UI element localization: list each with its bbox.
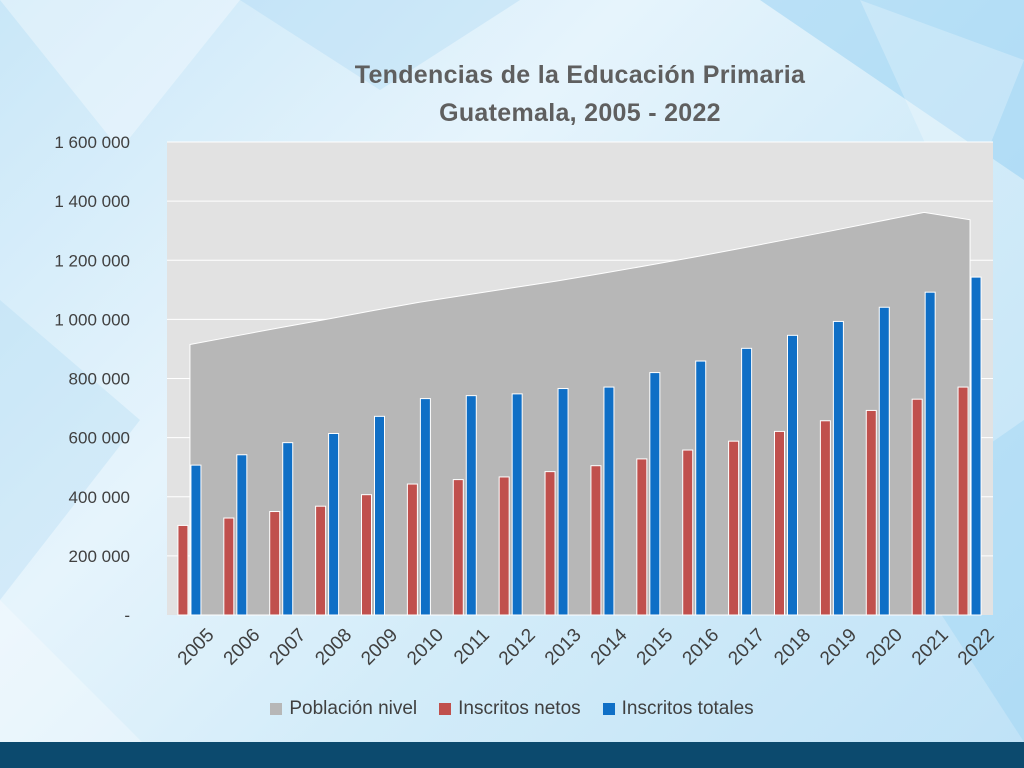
x-tick-label: 2009 xyxy=(357,625,402,670)
bar-inscritos-netos xyxy=(315,505,327,616)
y-tick-label: 200 000 xyxy=(69,547,130,566)
bar-inscritos-totales xyxy=(878,306,890,616)
x-tick-label: 2019 xyxy=(816,625,861,670)
x-tick-label: 2008 xyxy=(311,625,356,670)
bar-inscritos-netos xyxy=(223,517,235,616)
bar-inscritos-totales xyxy=(741,347,753,616)
y-tick-label: - xyxy=(124,606,130,625)
chart-title-line1: Tendencias de la Educación Primaria xyxy=(354,61,806,89)
bar-inscritos-totales xyxy=(924,291,936,616)
bar-inscritos-netos xyxy=(177,524,189,616)
chart-legend: Población nivel Inscritos netos Inscrito… xyxy=(0,698,1024,720)
y-tick-label: 1 400 000 xyxy=(54,192,130,211)
y-tick-label: 1 600 000 xyxy=(54,133,130,152)
x-tick-label: 2015 xyxy=(633,625,678,670)
y-tick-label: 600 000 xyxy=(69,429,130,448)
bar-inscritos-totales xyxy=(328,432,340,616)
footer-bar xyxy=(0,742,1024,768)
bar-inscritos-netos xyxy=(774,430,785,616)
bar-inscritos-netos xyxy=(957,386,969,616)
legend-swatch-netos xyxy=(439,703,452,715)
chart: 2005 2006 2007 2008 2009 2010 2011 2012 2013 2014… xyxy=(54,133,999,670)
bar-inscritos-totales xyxy=(236,454,248,616)
x-tick-label: 2013 xyxy=(541,625,586,670)
x-tick-label: 2006 xyxy=(220,625,265,670)
legend-label-netos: Inscritos netos xyxy=(458,698,581,719)
x-tick-label: 2018 xyxy=(770,625,815,670)
bar-inscritos-netos xyxy=(728,440,740,616)
bar-inscritos-netos xyxy=(682,449,694,616)
legend-item-poblacion: Población nivel xyxy=(270,698,417,720)
bar-inscritos-totales xyxy=(649,372,661,616)
legend-swatch-poblacion xyxy=(270,703,283,715)
y-tick-label: 400 000 xyxy=(69,488,130,507)
legend-label-poblacion: Población nivel xyxy=(289,698,418,719)
bar-inscritos-netos xyxy=(498,476,510,616)
bar-inscritos-netos xyxy=(544,471,556,616)
bar-inscritos-netos xyxy=(452,479,464,616)
bar-inscritos-netos xyxy=(819,420,831,616)
y-tick-label: 1 200 000 xyxy=(54,251,130,270)
x-tick-label: 2016 xyxy=(679,625,724,670)
bar-inscritos-netos xyxy=(406,483,418,616)
bar-inscritos-totales xyxy=(970,276,982,616)
y-tick-label: 800 000 xyxy=(69,370,130,389)
bar-inscritos-totales xyxy=(787,334,798,616)
x-tick-label: 2012 xyxy=(495,625,540,670)
bar-inscritos-netos xyxy=(269,511,281,616)
x-tick-label: 2021 xyxy=(908,625,953,670)
x-tick-label: 2010 xyxy=(403,625,448,670)
bar-inscritos-totales xyxy=(419,398,431,616)
x-tick-label: 2014 xyxy=(587,624,632,669)
legend-item-totales: Inscritos totales xyxy=(602,698,754,720)
bar-inscritos-totales xyxy=(282,442,294,616)
bar-inscritos-totales xyxy=(465,395,477,616)
chart-title: Tendencias de la Educación Primaria Guat… xyxy=(160,56,1000,132)
bar-inscritos-netos xyxy=(911,398,923,616)
bar-inscritos-netos xyxy=(590,465,602,616)
bar-inscritos-netos xyxy=(636,458,648,616)
bar-inscritos-totales xyxy=(603,386,615,616)
y-tick-label: 1 000 000 xyxy=(54,310,130,329)
bar-inscritos-totales xyxy=(374,415,385,616)
x-tick-label: 2017 xyxy=(724,625,769,670)
bar-inscritos-totales xyxy=(190,464,202,616)
x-tick-label: 2020 xyxy=(862,625,907,670)
legend-label-totales: Inscritos totales xyxy=(621,698,754,719)
bar-inscritos-totales xyxy=(695,360,707,616)
bar-inscritos-totales xyxy=(832,320,844,616)
bar-inscritos-totales xyxy=(511,393,523,616)
bar-inscritos-netos xyxy=(361,494,372,616)
x-tick-label: 2011 xyxy=(450,625,494,669)
bar-inscritos-netos xyxy=(865,409,877,616)
legend-item-netos: Inscritos netos xyxy=(439,698,581,720)
x-tick-label: 2005 xyxy=(174,625,219,670)
x-tick-label: 2007 xyxy=(266,625,311,670)
bar-inscritos-totales xyxy=(557,388,569,616)
chart-title-line2: Guatemala, 2005 - 2022 xyxy=(439,99,721,127)
x-tick-label: 2022 xyxy=(954,625,999,670)
legend-swatch-totales xyxy=(602,703,615,715)
